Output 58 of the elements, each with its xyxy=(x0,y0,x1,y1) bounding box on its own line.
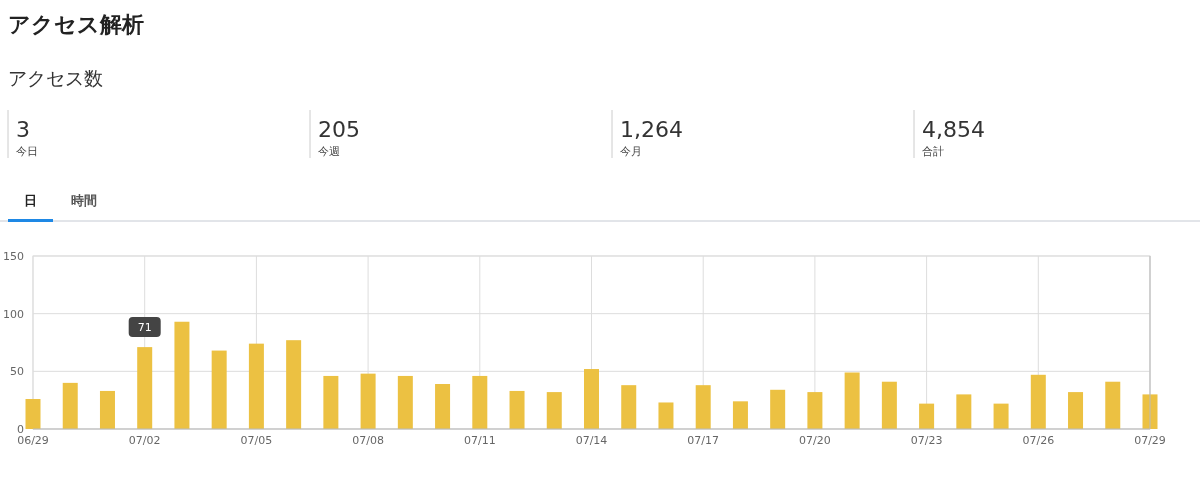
bar xyxy=(919,403,935,429)
bar xyxy=(807,392,823,429)
x-tick-label: 07/20 xyxy=(799,434,831,447)
bar xyxy=(323,375,339,429)
bar xyxy=(25,399,41,429)
x-tick-label: 07/02 xyxy=(128,434,161,447)
bar xyxy=(248,343,264,429)
bar xyxy=(584,369,599,429)
bar xyxy=(137,347,153,429)
bar xyxy=(62,382,78,429)
bar xyxy=(993,403,1009,429)
text: 時間 xyxy=(71,193,97,208)
bar xyxy=(732,401,748,429)
bar xyxy=(435,384,451,429)
bar xyxy=(844,372,860,429)
x-tick-label: 06/29 xyxy=(17,434,49,447)
bar xyxy=(509,390,525,429)
category-label: 今週 xyxy=(318,145,340,158)
x-tick-label: 07/08 xyxy=(352,434,384,447)
y-tick-label: 50 xyxy=(10,365,24,379)
x-tick-label: 07/11 xyxy=(463,434,496,447)
y-tick-label: 0 xyxy=(17,422,24,436)
x-tick-label: 07/17 xyxy=(687,434,720,447)
text: 1,264 xyxy=(620,117,683,142)
y-tick-label: 100 xyxy=(3,307,24,321)
bar xyxy=(695,385,711,429)
category-label: 今月 xyxy=(620,145,642,158)
bar xyxy=(621,385,637,429)
text: 4,854 xyxy=(922,117,985,142)
bar xyxy=(1068,392,1084,429)
bar xyxy=(546,392,562,429)
bar xyxy=(881,381,897,429)
x-tick-label: 07/29 xyxy=(1134,434,1166,447)
bar xyxy=(397,375,413,429)
bar xyxy=(1030,374,1046,429)
bar xyxy=(286,340,302,429)
text: アクセス数 xyxy=(8,67,103,89)
bar xyxy=(956,394,972,429)
bar xyxy=(472,375,488,429)
bar xyxy=(360,373,376,429)
x-tick-label: 07/05 xyxy=(240,434,273,447)
text: 3 xyxy=(16,117,30,142)
bar xyxy=(1105,381,1121,429)
x-tick-label: 07/23 xyxy=(910,434,943,447)
x-tick-label: 07/26 xyxy=(1022,434,1055,447)
y-tick-label: 150 xyxy=(3,249,24,263)
category-label: 今日 xyxy=(16,145,38,158)
annotation: 71 xyxy=(137,320,152,334)
bar xyxy=(658,402,674,429)
text: アクセス解析 xyxy=(8,12,144,37)
category-label: 合計 xyxy=(922,145,944,158)
bar xyxy=(211,350,227,429)
bar xyxy=(770,389,786,429)
x-tick-label: 07/14 xyxy=(575,434,608,447)
text: 205 xyxy=(318,117,360,142)
bar xyxy=(174,321,190,429)
text: 日 xyxy=(23,193,37,208)
bar xyxy=(99,390,115,429)
